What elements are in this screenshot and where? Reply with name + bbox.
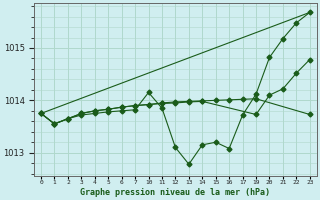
X-axis label: Graphe pression niveau de la mer (hPa): Graphe pression niveau de la mer (hPa)	[80, 188, 270, 197]
